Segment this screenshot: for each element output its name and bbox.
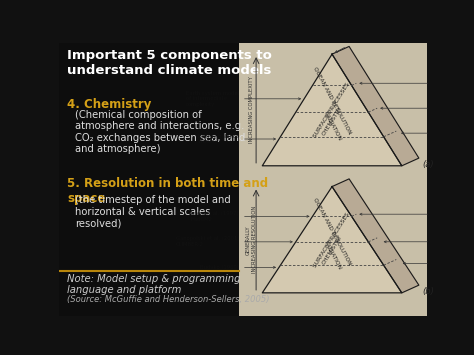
Bar — [239, 43, 427, 316]
Text: (b): (b) — [423, 287, 435, 296]
Text: Manabe &
Wetherald (1967): Manabe & Wetherald (1967) — [403, 258, 474, 269]
Text: Potter et al. (1979): Potter et al. (1979) — [384, 239, 474, 244]
Text: OCEAN AND RESOLUTION: OCEAN AND RESOLUTION — [312, 197, 352, 266]
Text: Earth system model
of intermediate
complexity: Earth system model of intermediate compl… — [186, 91, 301, 107]
Text: SURFACE PROCESSES: SURFACE PROCESSES — [313, 82, 351, 138]
Text: (a): (a) — [423, 160, 434, 169]
Text: Two-dimensional
statistical dynamical
model: Two-dimensional statistical dynamical mo… — [381, 100, 474, 116]
Text: INCREASING COMPLEXITY: INCREASING COMPLEXITY — [249, 77, 254, 143]
Text: (the timestep of the model and
horizontal & vertical scales
resolved): (the timestep of the model and horizonta… — [75, 195, 230, 228]
Text: 4. Chemistry: 4. Chemistry — [67, 98, 151, 111]
Text: OCEAN AND RESOLUTION: OCEAN AND RESOLUTION — [312, 66, 352, 136]
Text: Low resolution
coupled
three-dimensional
model: Low resolution coupled three-dimensional… — [360, 72, 474, 94]
Text: Ganopolski et al. (2001)
CLIMBER-2: Ganopolski et al. (2001) CLIMBER-2 — [175, 236, 292, 247]
Bar — [59, 43, 239, 316]
Text: CHEMISTRY: CHEMISTRY — [321, 105, 343, 137]
Text: Note: Model setup & programming
language and platform: Note: Model setup & programming language… — [67, 274, 240, 295]
Polygon shape — [332, 47, 419, 166]
Text: (Chemical composition of
atmosphere and interactions, e.g.
CO₂ exchanges between: (Chemical composition of atmosphere and … — [75, 110, 245, 154]
Text: RADIATION: RADIATION — [322, 111, 342, 142]
Text: GENERALLY
INCREASING RESOLUTION: GENERALLY INCREASING RESOLUTION — [246, 206, 257, 273]
Text: Budyko (1969): Budyko (1969) — [200, 265, 275, 270]
Text: Hansen et al. (1981)
GISS: Hansen et al. (1981) GISS — [360, 209, 474, 220]
Text: 5. Resolution in both time and
space: 5. Resolution in both time and space — [67, 178, 268, 205]
Text: Energy balance
model: Energy balance model — [198, 133, 275, 144]
Polygon shape — [262, 54, 402, 166]
Text: CHEMISTRY: CHEMISTRY — [321, 235, 343, 266]
Text: Johns et al. (1997)
HadCM2: Johns et al. (1997) HadCM2 — [191, 211, 309, 222]
Text: Important 5 components to
understand climate models: Important 5 components to understand cli… — [67, 49, 272, 77]
Text: SURFACE PROCESSES: SURFACE PROCESSES — [313, 211, 351, 268]
Text: (Source: McGuffie and Henderson-Sellers, 2005): (Source: McGuffie and Henderson-Sellers,… — [67, 295, 270, 304]
Text: One dimensional
radiative convective
model: One dimensional radiative convective mod… — [401, 125, 474, 141]
Polygon shape — [332, 179, 419, 293]
Text: RADIATION: RADIATION — [322, 240, 342, 271]
Polygon shape — [262, 187, 402, 293]
Text: Fully coupled climate system model
with high spatial resolution: Fully coupled climate system model with … — [313, 33, 412, 53]
